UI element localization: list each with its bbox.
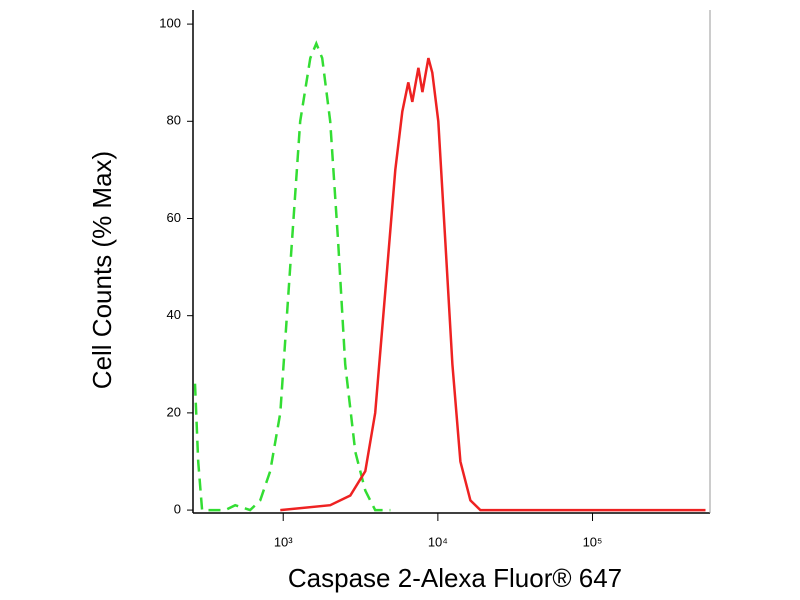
y-tick-label: 20 (167, 404, 181, 419)
x-tick-label: 10⁵ (583, 534, 603, 549)
histogram-line (280, 57, 706, 512)
y-tick-label: 100 (159, 16, 181, 31)
x-tick-label: 10³ (274, 534, 293, 549)
x-axis-title: Caspase 2-Alexa Fluor® 647 (288, 563, 622, 593)
y-tick-label: 0 (174, 502, 181, 517)
x-tick-label: 10⁴ (428, 534, 448, 549)
y-tick-label: 60 (167, 210, 181, 225)
y-tick-label: 80 (167, 113, 181, 128)
y-tick-label: 40 (167, 307, 181, 322)
y-axis-title: Cell Counts (% Max) (87, 151, 117, 389)
histogram-line (193, 40, 391, 512)
